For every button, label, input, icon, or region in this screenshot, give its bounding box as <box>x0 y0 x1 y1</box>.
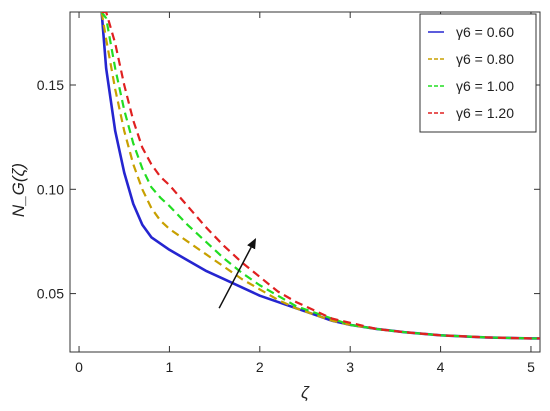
legend: γ6 = 0.60 γ6 = 0.80 γ6 = 1.00 γ6 = 1.20 <box>419 13 537 133</box>
x-tick-label: 4 <box>437 359 445 375</box>
y-tick-label: 0.15 <box>37 77 64 93</box>
trend-arrow <box>218 238 256 309</box>
legend-label-1: γ6 = 0.80 <box>456 51 514 67</box>
x-tick-label: 2 <box>256 359 264 375</box>
series-line-2 <box>100 12 540 340</box>
x-tick-label: 5 <box>527 359 535 375</box>
y-tick-label: 0.10 <box>37 181 64 197</box>
y-tick-label: 0.05 <box>37 286 64 302</box>
x-axis-title: ζ <box>301 383 310 402</box>
legend-box <box>419 13 537 133</box>
legend-label-2: γ6 = 1.00 <box>456 78 514 94</box>
annotation-layer <box>218 238 256 309</box>
series-line-1 <box>100 12 540 340</box>
x-tick-label: 3 <box>346 359 354 375</box>
x-tick-label: 0 <box>75 359 83 375</box>
x-tick-label: 1 <box>166 359 174 375</box>
legend-label-3: γ6 = 1.20 <box>456 105 514 121</box>
legend-items: γ6 = 0.60 γ6 = 0.80 γ6 = 1.00 γ6 = 1.20 <box>428 24 514 121</box>
y-axis-title: N_G(ζ) <box>9 163 28 217</box>
series-layer <box>100 12 540 340</box>
legend-label-0: γ6 = 0.60 <box>456 24 514 40</box>
plot-frame <box>69 11 541 353</box>
